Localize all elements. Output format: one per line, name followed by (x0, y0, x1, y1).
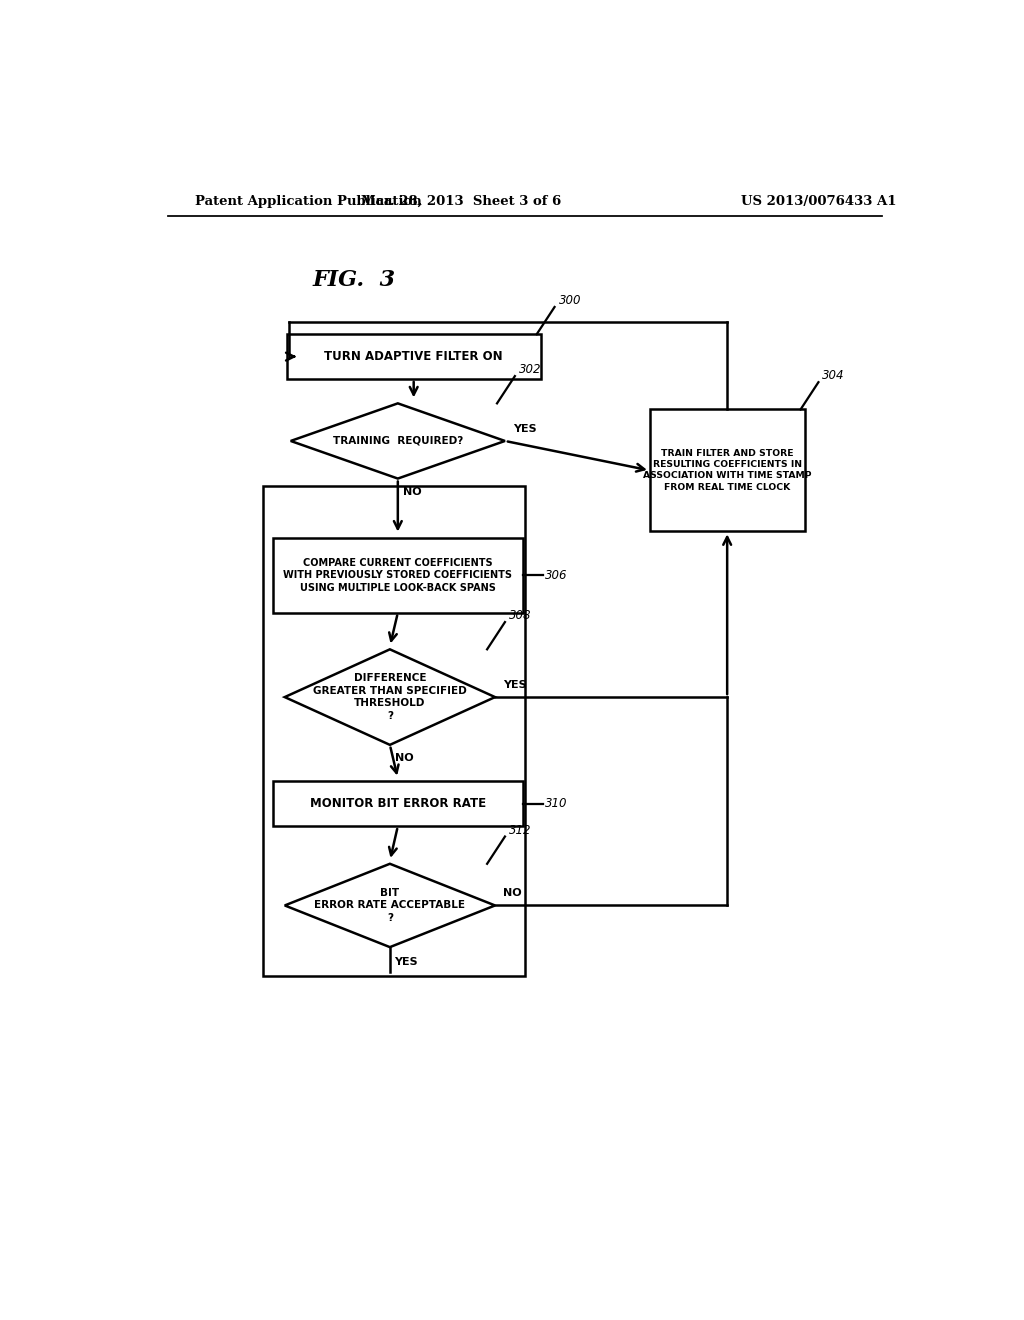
Bar (272, 537, 523, 612)
Text: US 2013/0076433 A1: US 2013/0076433 A1 (740, 194, 896, 207)
Text: 302: 302 (519, 363, 542, 376)
Text: DIFFERENCE
GREATER THAN SPECIFIED
THRESHOLD
?: DIFFERENCE GREATER THAN SPECIFIED THRESH… (313, 673, 467, 721)
Text: MONITOR BIT ERROR RATE: MONITOR BIT ERROR RATE (310, 797, 485, 810)
Text: NO: NO (402, 487, 421, 496)
Text: 308: 308 (509, 609, 531, 622)
Text: 300: 300 (558, 294, 581, 308)
Bar (263, 486, 524, 975)
Polygon shape (285, 863, 495, 948)
Text: 304: 304 (822, 370, 845, 383)
Text: TURN ADAPTIVE FILTER ON: TURN ADAPTIVE FILTER ON (325, 350, 503, 363)
Text: 310: 310 (545, 797, 567, 810)
Text: TRAINING  REQUIRED?: TRAINING REQUIRED? (333, 436, 463, 446)
Text: Mar. 28, 2013  Sheet 3 of 6: Mar. 28, 2013 Sheet 3 of 6 (361, 194, 561, 207)
Text: 312: 312 (509, 824, 531, 837)
Text: NO: NO (394, 752, 414, 763)
Text: Patent Application Publication: Patent Application Publication (196, 194, 422, 207)
Text: COMPARE CURRENT COEFFICIENTS
WITH PREVIOUSLY STORED COEFFICIENTS
USING MULTIPLE : COMPARE CURRENT COEFFICIENTS WITH PREVIO… (284, 558, 512, 593)
Text: YES: YES (394, 957, 418, 968)
Text: TRAIN FILTER AND STORE
RESULTING COEFFICIENTS IN
ASSOCIATION WITH TIME STAMP
FRO: TRAIN FILTER AND STORE RESULTING COEFFIC… (643, 449, 811, 491)
Text: FIG.  3: FIG. 3 (312, 269, 395, 292)
Text: YES: YES (503, 680, 526, 690)
Text: 306: 306 (545, 569, 567, 582)
Text: BIT
ERROR RATE ACCEPTABLE
?: BIT ERROR RATE ACCEPTABLE ? (314, 888, 465, 923)
Text: YES: YES (513, 424, 537, 434)
Text: NO: NO (503, 888, 521, 899)
Bar (287, 334, 541, 379)
Polygon shape (285, 649, 495, 744)
Bar (650, 409, 805, 532)
Polygon shape (291, 404, 505, 479)
Bar (272, 781, 523, 826)
